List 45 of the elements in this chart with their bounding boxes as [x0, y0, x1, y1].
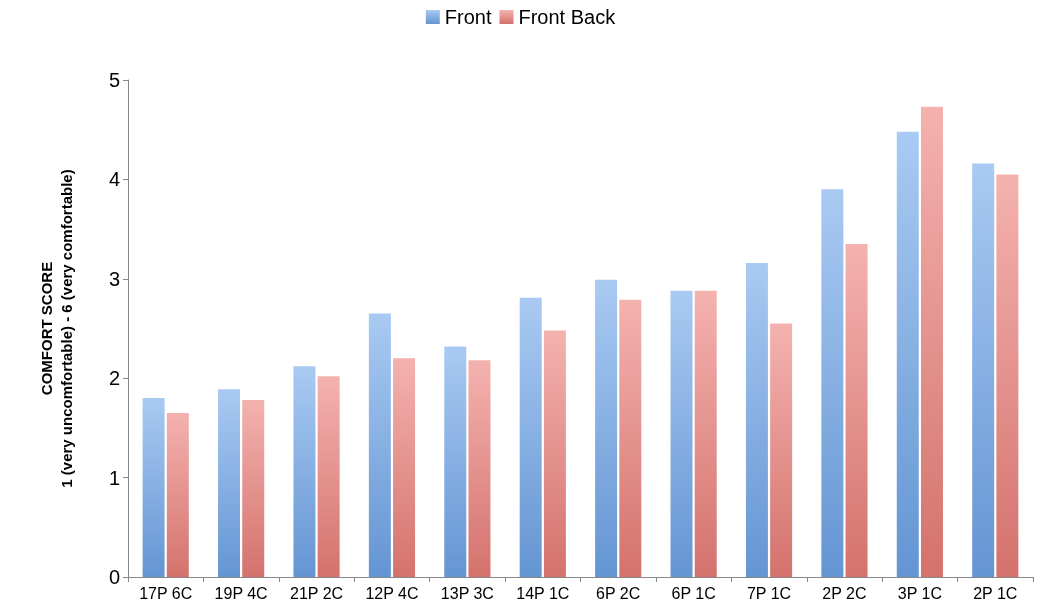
- y-tick-label: 4: [108, 168, 120, 191]
- x-tick-label: 3P 1C: [897, 584, 942, 602]
- bar: [972, 163, 995, 577]
- bar: [694, 290, 717, 577]
- x-tick-label: 6P 1C: [671, 584, 716, 602]
- x-tick-label: 2P 1C: [973, 584, 1018, 602]
- bar: [293, 366, 316, 577]
- x-tick-label: 19P 4C: [214, 584, 268, 602]
- bar: [845, 244, 868, 577]
- bar: [142, 398, 165, 577]
- x-tick-label: 2P 2C: [822, 584, 867, 602]
- bar: [242, 400, 265, 577]
- bar: [619, 299, 642, 577]
- bar: [670, 290, 693, 577]
- bar: [896, 131, 919, 577]
- bar: [595, 279, 618, 577]
- x-tick-label: 7P 1C: [746, 584, 792, 602]
- bar: [218, 389, 241, 577]
- x-tick-label: 6P 2C: [596, 584, 641, 602]
- y-tick-label: 1: [108, 466, 120, 489]
- bar: [920, 106, 943, 577]
- y-axis-title: COMFORT SCORE 1 (very uncomfortable) - 6 (very comfortable): [37, 169, 75, 488]
- bar: [543, 330, 566, 577]
- bar: [468, 360, 491, 577]
- x-tick-label: 14P 1C: [516, 584, 570, 602]
- bar: [368, 313, 391, 577]
- bar: [444, 346, 467, 577]
- bar: [519, 297, 542, 577]
- bar: [393, 358, 416, 577]
- x-tick-label: 17P 6C: [139, 584, 193, 602]
- y-tick-label: 3: [108, 267, 120, 290]
- bar: [996, 174, 1019, 577]
- legend-label: Front Back: [518, 6, 617, 28]
- bar: [821, 189, 844, 577]
- x-tick-label: 12P 4C: [365, 584, 419, 602]
- x-tick-label: 21P 2C: [290, 584, 344, 602]
- y-tick-label: 5: [108, 69, 120, 91]
- legend-label: Front: [444, 6, 492, 28]
- bar: [745, 262, 768, 577]
- y-tick-label: 0: [108, 566, 120, 588]
- bar: [166, 412, 189, 577]
- bar: [317, 376, 340, 577]
- x-tick-label: 13P 3C: [440, 584, 494, 602]
- y-tick-label: 2: [108, 367, 120, 390]
- bar: [770, 323, 793, 577]
